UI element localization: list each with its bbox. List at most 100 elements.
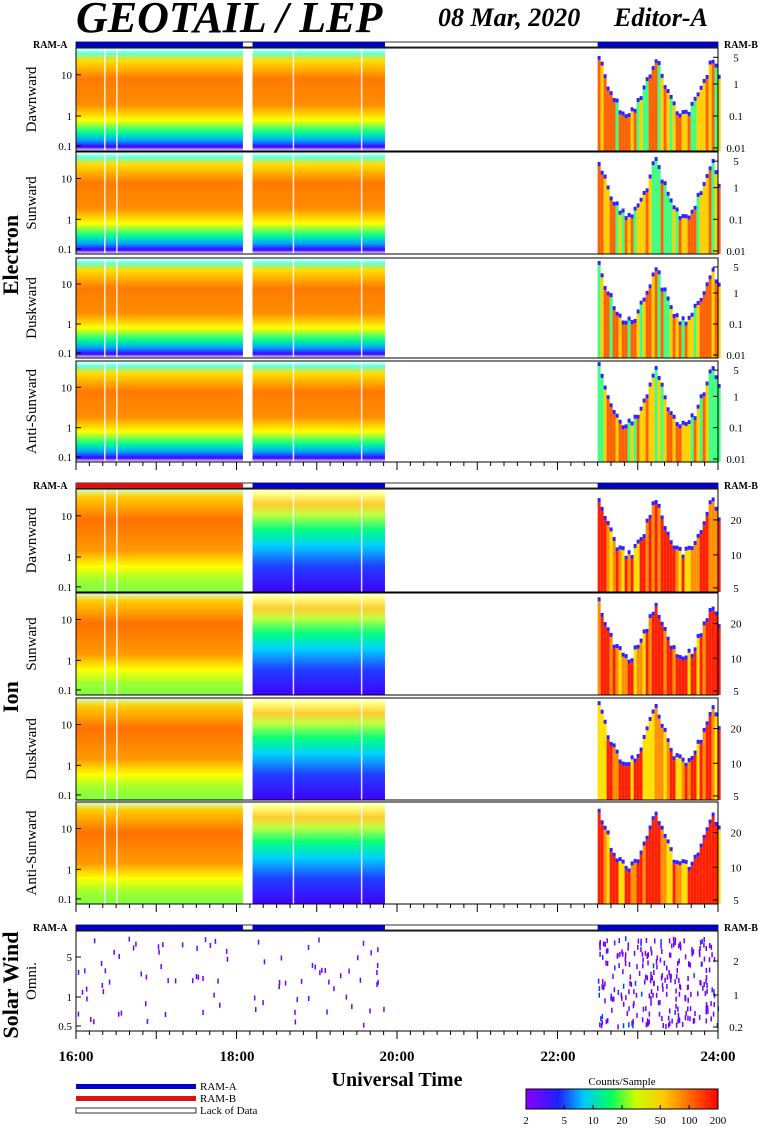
left-tick-label: 0.1 — [58, 790, 72, 802]
legend-swatch-ram-b — [76, 1096, 196, 1101]
spectrogram-column-edge — [684, 214, 688, 219]
sw-speck — [678, 943, 680, 949]
sw-speck — [377, 947, 379, 953]
spectrogram-column — [639, 854, 643, 904]
spectrogram-column-edge — [687, 420, 691, 425]
spectrogram-column — [663, 630, 667, 695]
spectrogram-column-edge — [693, 647, 697, 652]
spectrogram-column — [699, 398, 703, 462]
sw-speck — [661, 973, 663, 979]
spectrogram-segment — [76, 152, 243, 254]
spectrogram-column-edge — [678, 216, 682, 221]
sw-speck — [328, 979, 330, 985]
spectrogram-column — [648, 288, 652, 358]
spectrogram-column-edge — [696, 404, 700, 409]
spectrogram-column-edge — [603, 515, 607, 520]
spectrogram-segment — [76, 48, 243, 151]
spectrogram-column — [711, 709, 715, 800]
spectrogram-column-edge — [660, 621, 664, 626]
spectrogram-column-edge — [633, 543, 637, 548]
sw-speck — [600, 1023, 603, 1029]
sw-speck — [321, 967, 323, 973]
spectrogram-column-edge — [612, 409, 616, 414]
right-tick-label: 5 — [733, 156, 739, 168]
colorbar-ticks: 2 5 10 20 50 100 200 — [523, 1105, 727, 1127]
spectrogram-column — [690, 657, 694, 695]
spectrogram-column — [672, 105, 676, 151]
sw-speck — [683, 938, 685, 944]
x-tick-label-2: 20:00 — [380, 1049, 415, 1065]
spectrogram-column-edge — [618, 210, 622, 215]
spectrogram-column — [684, 325, 688, 358]
sw-speck — [612, 996, 615, 1002]
spectrogram-column — [672, 649, 676, 695]
spectrogram-column — [690, 316, 694, 358]
spectrogram-column — [648, 829, 652, 904]
sw-speck — [650, 989, 653, 995]
legend-label-no-data: Lack of Data — [200, 1105, 258, 1117]
spectrogram-column — [702, 625, 706, 695]
spectrogram-column — [642, 301, 646, 358]
sw-speck — [646, 975, 649, 981]
spectrogram-column-edge — [708, 275, 712, 280]
spectrogram-column-edge — [705, 75, 709, 80]
spectrogram-column-edge — [618, 857, 622, 862]
spectrogram-column-edge — [681, 214, 685, 219]
sw-speck — [359, 977, 362, 983]
sw-speck — [693, 973, 695, 979]
spectrogram-column-edge — [609, 196, 613, 201]
spectrogram-column — [633, 210, 637, 254]
spectrogram-column-edge — [690, 756, 694, 761]
spectrogram-column-edge — [612, 201, 616, 206]
spectrogram-column — [657, 718, 661, 800]
sw-speck — [617, 989, 620, 995]
spectrogram-column — [699, 534, 703, 592]
sw-speck — [621, 995, 623, 1001]
spectrogram-column-edge — [615, 644, 619, 649]
spectrogram-column — [648, 178, 652, 254]
spectrogram-column — [612, 747, 616, 800]
sw-speck — [158, 949, 160, 955]
spectrogram-column — [639, 642, 643, 695]
sw-speck — [612, 973, 614, 979]
panel-label: Dawnward — [24, 507, 40, 573]
spectrogram-column-edge — [657, 375, 661, 380]
left-tick-label: 0.1 — [58, 244, 72, 256]
spectrogram-column — [717, 286, 721, 358]
spectrogram-segment — [252, 698, 385, 800]
sw-speck — [164, 1012, 167, 1017]
sw-speck — [677, 960, 679, 966]
spectrogram-column-edge — [600, 61, 604, 66]
sw-speck — [319, 970, 321, 976]
spectrogram-segment — [252, 152, 385, 254]
sw-speck — [362, 1022, 365, 1028]
sw-speck — [307, 995, 310, 1001]
spectrogram-column — [678, 659, 682, 695]
spectrogram-column-edge — [603, 621, 607, 626]
spectrogram-column-edge — [693, 205, 697, 210]
sw-speck — [191, 978, 194, 984]
panel-label: Anti-Sunward — [24, 810, 40, 895]
left-tick-label: 1 — [67, 423, 73, 435]
spectrogram-column — [696, 96, 700, 151]
spectrogram-column — [642, 845, 646, 904]
sw-speck — [707, 1008, 709, 1014]
sw-speck — [202, 1009, 204, 1015]
spectrogram-column — [714, 379, 718, 462]
spectrogram-column-edge — [615, 201, 619, 206]
spectrogram-column-edge — [699, 85, 703, 90]
spectrogram-column — [708, 715, 712, 800]
sw-speck — [351, 1004, 353, 1010]
panel-label: Sunward — [24, 617, 40, 671]
spectrogram-column-edge — [717, 183, 721, 188]
panel-label: Anti-Sunward — [24, 369, 40, 454]
spectrogram-column-edge — [696, 852, 700, 857]
sw-speck — [661, 1016, 663, 1022]
spectrogram-column — [642, 89, 646, 151]
spectrogram-column — [612, 540, 616, 592]
thin-gap — [292, 593, 295, 695]
sw-speck — [699, 979, 701, 985]
panel-label: Dawnward — [24, 66, 40, 132]
sw-speck — [640, 938, 642, 944]
spectrogram-column-edge — [711, 267, 715, 272]
